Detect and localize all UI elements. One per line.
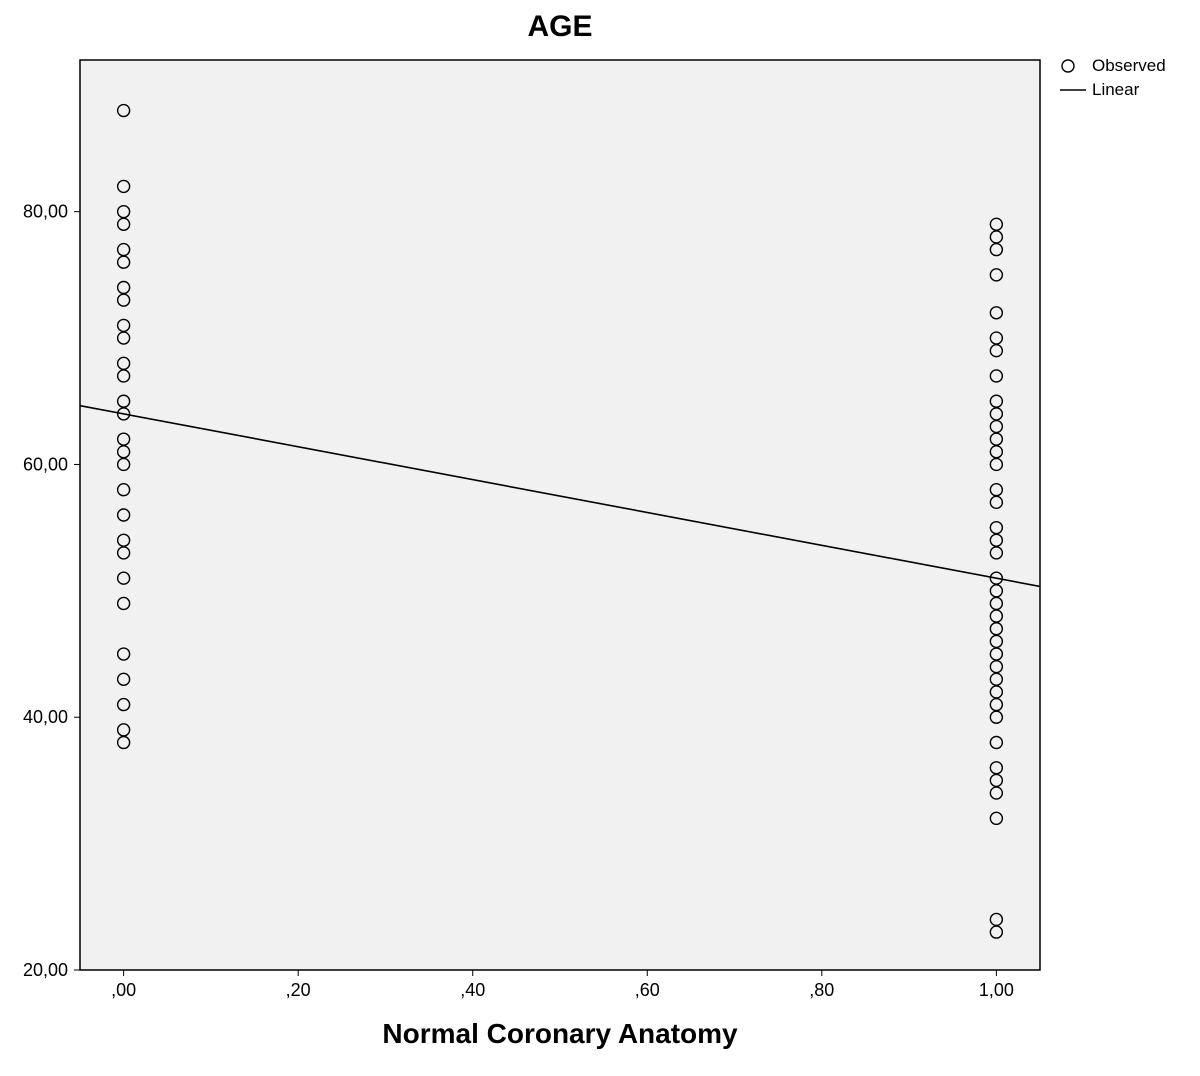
x-tick-label: ,20 <box>286 980 311 1000</box>
y-tick-label: 20,00 <box>23 960 68 980</box>
x-tick-label: ,40 <box>460 980 485 1000</box>
y-tick-label: 60,00 <box>23 454 68 474</box>
chart-container: AGE 20,0040,0060,0080,00,00,20,40,60,801… <box>0 0 1200 1076</box>
y-tick-label: 40,00 <box>23 707 68 727</box>
x-tick-label: ,00 <box>111 980 136 1000</box>
y-tick-label: 80,00 <box>23 202 68 222</box>
x-axis-label: Normal Coronary Anatomy <box>80 1018 1040 1050</box>
legend: Observed Linear <box>1060 56 1166 99</box>
scatter-plot-svg: 20,00 40,00 60,00 80,00 ,00 ,20 ,40 ,60 ,80 1,00 O… <box>0 0 1200 1076</box>
legend-label: Observed <box>1092 56 1166 75</box>
x-tick-label: 1,00 <box>979 980 1014 1000</box>
legend-label: Linear <box>1092 80 1140 99</box>
x-tick-label: ,60 <box>635 980 660 1000</box>
x-tick-label: ,80 <box>809 980 834 1000</box>
